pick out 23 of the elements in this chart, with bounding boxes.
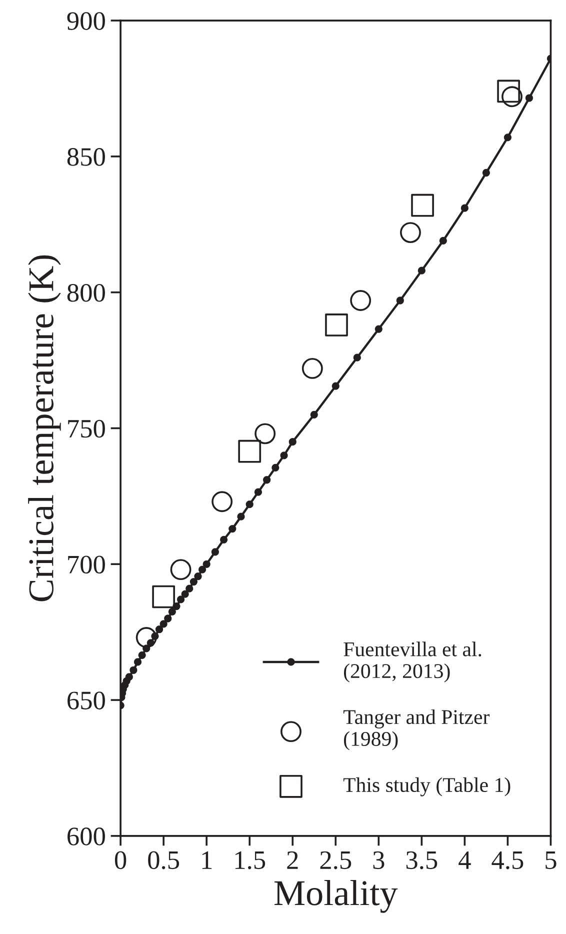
y-axis-title: Critical temperature (K) [28,255,61,602]
x-tick-label: 4 [458,851,471,869]
x-tick-label: 2.5 [320,851,352,870]
y-tick-label: 900 [67,12,105,30]
y-tick-label: 650 [68,692,105,710]
x-axis-title: Molality [274,880,398,913]
x-tick-label: 5 [546,852,556,870]
y-tick-label: 700 [68,556,105,574]
x-tick-label: 1 [202,851,212,869]
legend-label: Tanger and Pitzer (1989) [343,709,490,750]
x-tick-label: 0.5 [148,851,180,870]
x-tick-label: 2 [287,851,298,869]
y-tick-label: 850 [67,148,105,166]
x-tick-label: 4.5 [492,851,524,870]
y-tick-label: 800 [67,284,105,302]
y-tick-label: 750 [68,420,105,438]
x-tick-label: 0 [114,851,126,870]
x-tick-label: 3.5 [406,851,438,870]
legend-label: This study (Table 1) [343,777,510,796]
x-tick-label: 3 [373,851,384,870]
y-tick-label: 600 [68,828,105,846]
legend-label: Fuentevilla et al. (2012, 2013) [344,642,482,682]
x-tick-label: 1.5 [235,851,266,870]
